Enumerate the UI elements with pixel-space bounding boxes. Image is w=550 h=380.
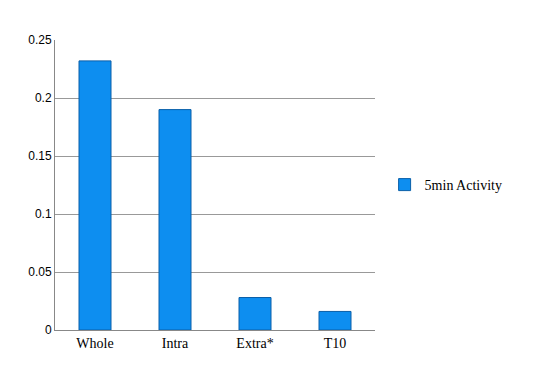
svg-text:0.15: 0.15 — [28, 149, 52, 163]
svg-text:0.1: 0.1 — [35, 207, 52, 221]
svg-text:0: 0 — [45, 323, 52, 337]
svg-text:0.2: 0.2 — [35, 91, 52, 105]
svg-text:Whole: Whole — [76, 336, 113, 351]
svg-text:0.05: 0.05 — [28, 265, 52, 279]
svg-text:5min Activity: 5min Activity — [425, 178, 502, 193]
svg-text:0.25: 0.25 — [28, 33, 52, 47]
svg-text:T10: T10 — [324, 336, 347, 351]
svg-text:Intra: Intra — [162, 336, 189, 351]
svg-text:Extra*: Extra* — [236, 336, 273, 351]
